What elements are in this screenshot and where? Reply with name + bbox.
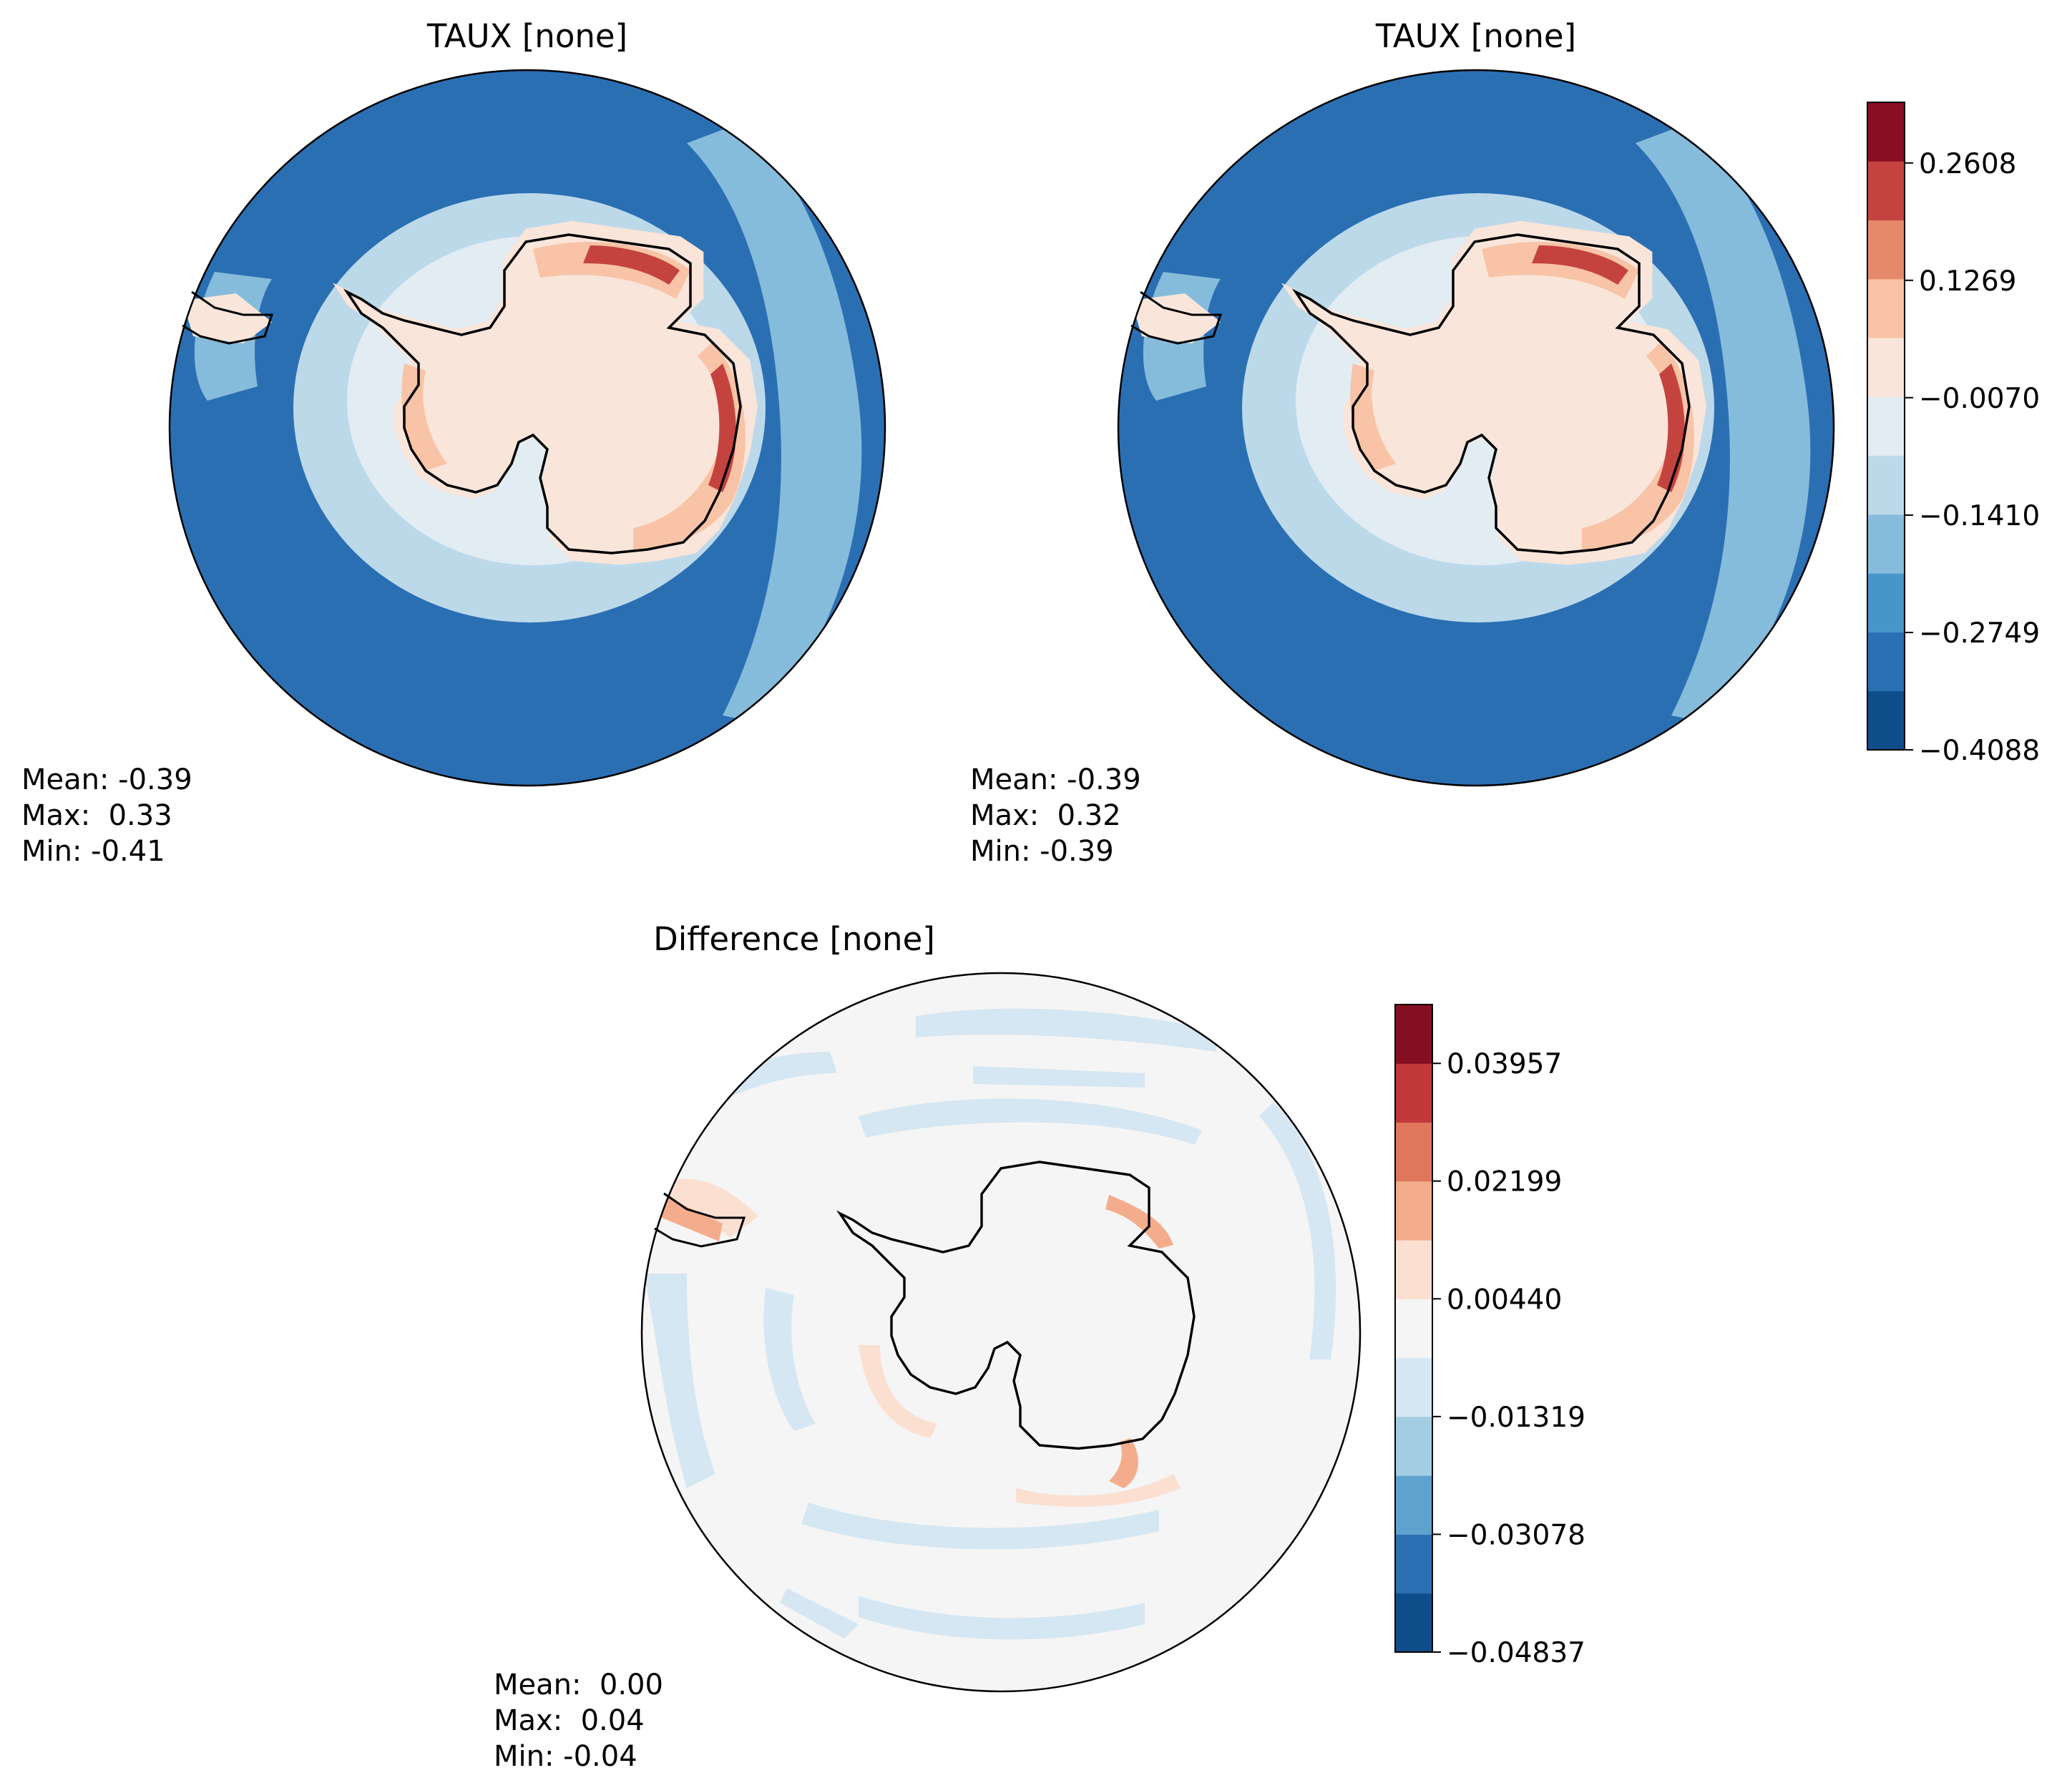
panel-3-title: Difference [none] [653, 920, 935, 958]
panel-1-field-band [401, 242, 746, 549]
panel-2-field-band [1143, 122, 1811, 723]
colorbar-tick-label: −0.4088 [1919, 735, 2040, 767]
panel-1-field-band [583, 245, 736, 492]
colorbar-difference: 0.03957 0.02199 0.00440 −0.01319 −0.03078 −0.… [1394, 1004, 1585, 1669]
colorbar-tick-label: 0.00440 [1447, 1284, 1562, 1316]
colorbar-segment [1395, 1181, 1432, 1241]
colorbar-segment [1395, 1063, 1432, 1123]
colorbar-segment [1395, 1475, 1432, 1535]
panel-2-map [1118, 70, 1834, 786]
panel-2-title: TAUX [none] [1375, 17, 1576, 55]
panel-1-stat-max: Max: 0.33 [21, 799, 172, 832]
colorbar-segment [1395, 1122, 1432, 1182]
panel-3-map [642, 973, 1360, 1691]
colorbar-tick-label: −0.01319 [1447, 1402, 1585, 1434]
colorbar-tick-label: −0.0070 [1919, 383, 2040, 415]
colorbar-frame [1867, 102, 1905, 751]
panel-1-map [170, 70, 885, 786]
colorbar-segment [1867, 573, 1905, 632]
colorbar-segment [1867, 220, 1905, 280]
colorbar-tick-label: 0.03957 [1447, 1048, 1562, 1080]
panel-3-stat-min: Min: -0.04 [494, 1740, 637, 1773]
colorbar-frame [1394, 1004, 1433, 1653]
colorbar-segment [1867, 455, 1905, 515]
colorbar-segment [1867, 278, 1905, 338]
panel-3-map-boundary [640, 972, 1362, 1693]
panel-2-field-band [1350, 242, 1694, 549]
panel-3-field-band [658, 1195, 1173, 1488]
panel-1-south-america-coast [182, 290, 274, 345]
colorbar-tick-label: −0.1410 [1919, 500, 2040, 532]
colorbar-segment [1395, 1593, 1432, 1653]
colorbar-segment [1395, 1240, 1432, 1299]
panel-2-map-boundary [1117, 69, 1835, 787]
panel-2-stat-mean: Mean: -0.39 [970, 763, 1141, 796]
panel-2-stat-max: Max: 0.32 [970, 799, 1121, 832]
colorbar-segment [1395, 1357, 1432, 1417]
colorbar-segment [1395, 1299, 1432, 1359]
panel-2-stat-min: Min: -0.39 [970, 835, 1114, 868]
colorbar-tick-label: 0.1269 [1919, 265, 2016, 298]
panel-1-stat-mean: Mean: -0.39 [21, 763, 192, 796]
panel-1-title: TAUX [none] [426, 17, 627, 55]
panel-3-field-base [642, 973, 1360, 1691]
panel-3: Difference [none] Mean: 0.00 Max: 0.04 M… [494, 920, 1362, 1773]
colorbar-tick-label: 0.02199 [1447, 1166, 1562, 1198]
colorbar-segment [1395, 1534, 1432, 1594]
panel-3-stat-mean: Mean: 0.00 [494, 1669, 663, 1701]
colorbar-segment [1867, 161, 1905, 221]
colorbar-tick-label: −0.04837 [1447, 1637, 1585, 1669]
panel-2: TAUX [none] Mean: -0.39 Max: 0.32 Min: -… [970, 17, 1835, 868]
panel-2-field-band [1131, 293, 1221, 343]
panel-1-map-boundary [168, 69, 886, 787]
colorbar-tick-label: 0.2608 [1919, 148, 2016, 180]
panel-1-field-band [194, 122, 862, 723]
panel-1-stat-min: Min: -0.41 [21, 835, 165, 868]
panel-2-field-band [1532, 245, 1685, 492]
panel-3-stat-max: Max: 0.04 [494, 1704, 645, 1737]
colorbar-taux: 0.2608 0.1269 −0.0070 −0.1410 −0.2749 −0.4088 [1867, 102, 2040, 767]
colorbar-segment [1395, 1005, 1432, 1064]
colorbar-tick-label: −0.03078 [1447, 1519, 1585, 1551]
colorbar-segment [1867, 690, 1905, 751]
panel-3-south-america-coast [654, 1192, 746, 1248]
panel-3-field-band [658, 1178, 1181, 1507]
colorbar-tick-label: −0.2749 [1919, 617, 2040, 650]
colorbar-segment [1867, 338, 1905, 397]
panel-2-south-america-coast [1130, 290, 1223, 345]
colorbar-segment [1867, 396, 1905, 456]
panel-1-field-band [182, 293, 272, 343]
colorbar-segment [1867, 102, 1905, 162]
panel-1: TAUX [none] Mean: -0.39 Max: 0.33 Min: -… [21, 17, 886, 868]
colorbar-segment [1395, 1416, 1432, 1476]
colorbar-segment [1867, 632, 1905, 692]
colorbar-segment [1867, 514, 1905, 574]
